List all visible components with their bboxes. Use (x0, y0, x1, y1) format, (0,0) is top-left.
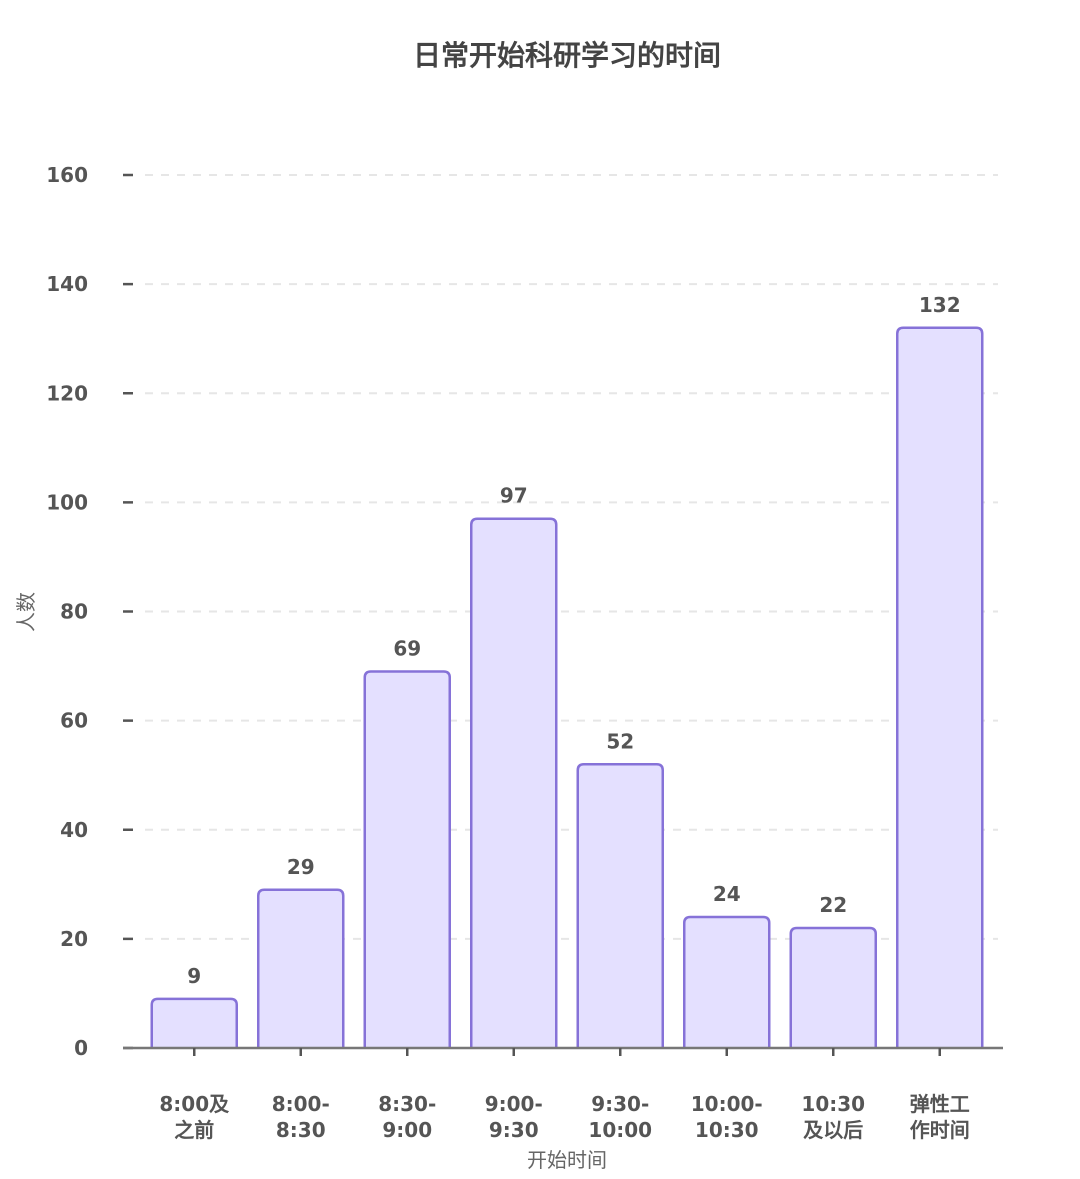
bar (150, 997, 238, 1048)
y-axis-title: 人数 (14, 592, 38, 632)
x-tick-label: 8:00及 (159, 1092, 230, 1116)
bars-layer (150, 326, 984, 1048)
y-tick-label: 80 (60, 600, 88, 624)
data-label: 52 (606, 729, 634, 753)
bar (683, 915, 771, 1048)
x-tick-label: 10:00 (588, 1118, 652, 1142)
data-label: 132 (919, 293, 961, 317)
x-tick-label: 8:30 (276, 1118, 326, 1142)
x-tick-label: 10:30 (695, 1118, 759, 1142)
labels-layer: 02040608010012014016098:00及之前298:00-8:30… (46, 163, 970, 1142)
chart-title: 日常开始科研学习的时间 (412, 39, 721, 72)
x-tick-label: 及以后 (803, 1118, 863, 1142)
x-tick-label: 8:30- (378, 1092, 436, 1116)
x-axis-title: 开始时间 (527, 1148, 607, 1172)
x-tick-label: 9:00 (382, 1118, 432, 1142)
x-tick-label: 8:00- (272, 1092, 330, 1116)
y-tick-label: 60 (60, 709, 88, 733)
data-label: 24 (713, 882, 741, 906)
x-tick-label: 10:00- (691, 1092, 763, 1116)
data-label: 69 (393, 637, 421, 661)
bar (363, 670, 451, 1048)
data-label: 29 (287, 855, 315, 879)
bar (470, 517, 558, 1048)
bar (257, 888, 345, 1048)
y-tick-label: 160 (46, 163, 88, 187)
y-tick-label: 0 (74, 1036, 88, 1060)
x-tick-label: 之前 (174, 1118, 214, 1142)
y-tick-label: 40 (60, 818, 88, 842)
y-tick-label: 120 (46, 381, 88, 405)
x-tick-label: 弹性工 (910, 1092, 970, 1116)
x-tick-label: 10:30 (801, 1092, 865, 1116)
data-label: 9 (187, 964, 201, 988)
bar (896, 326, 984, 1048)
y-tick-label: 100 (46, 490, 88, 514)
x-tick-label: 9:30 (489, 1118, 539, 1142)
bar (789, 926, 877, 1048)
grid-layer (145, 174, 998, 940)
x-tick-label: 作时间 (910, 1118, 970, 1142)
data-label: 97 (500, 484, 528, 508)
x-tick-label: 9:00- (485, 1092, 543, 1116)
y-tick-label: 140 (46, 272, 88, 296)
y-tick-label: 20 (60, 927, 88, 951)
axis-layer (123, 173, 1003, 1056)
x-tick-label: 9:30- (591, 1092, 649, 1116)
bar (576, 763, 664, 1048)
data-label: 22 (819, 893, 847, 917)
